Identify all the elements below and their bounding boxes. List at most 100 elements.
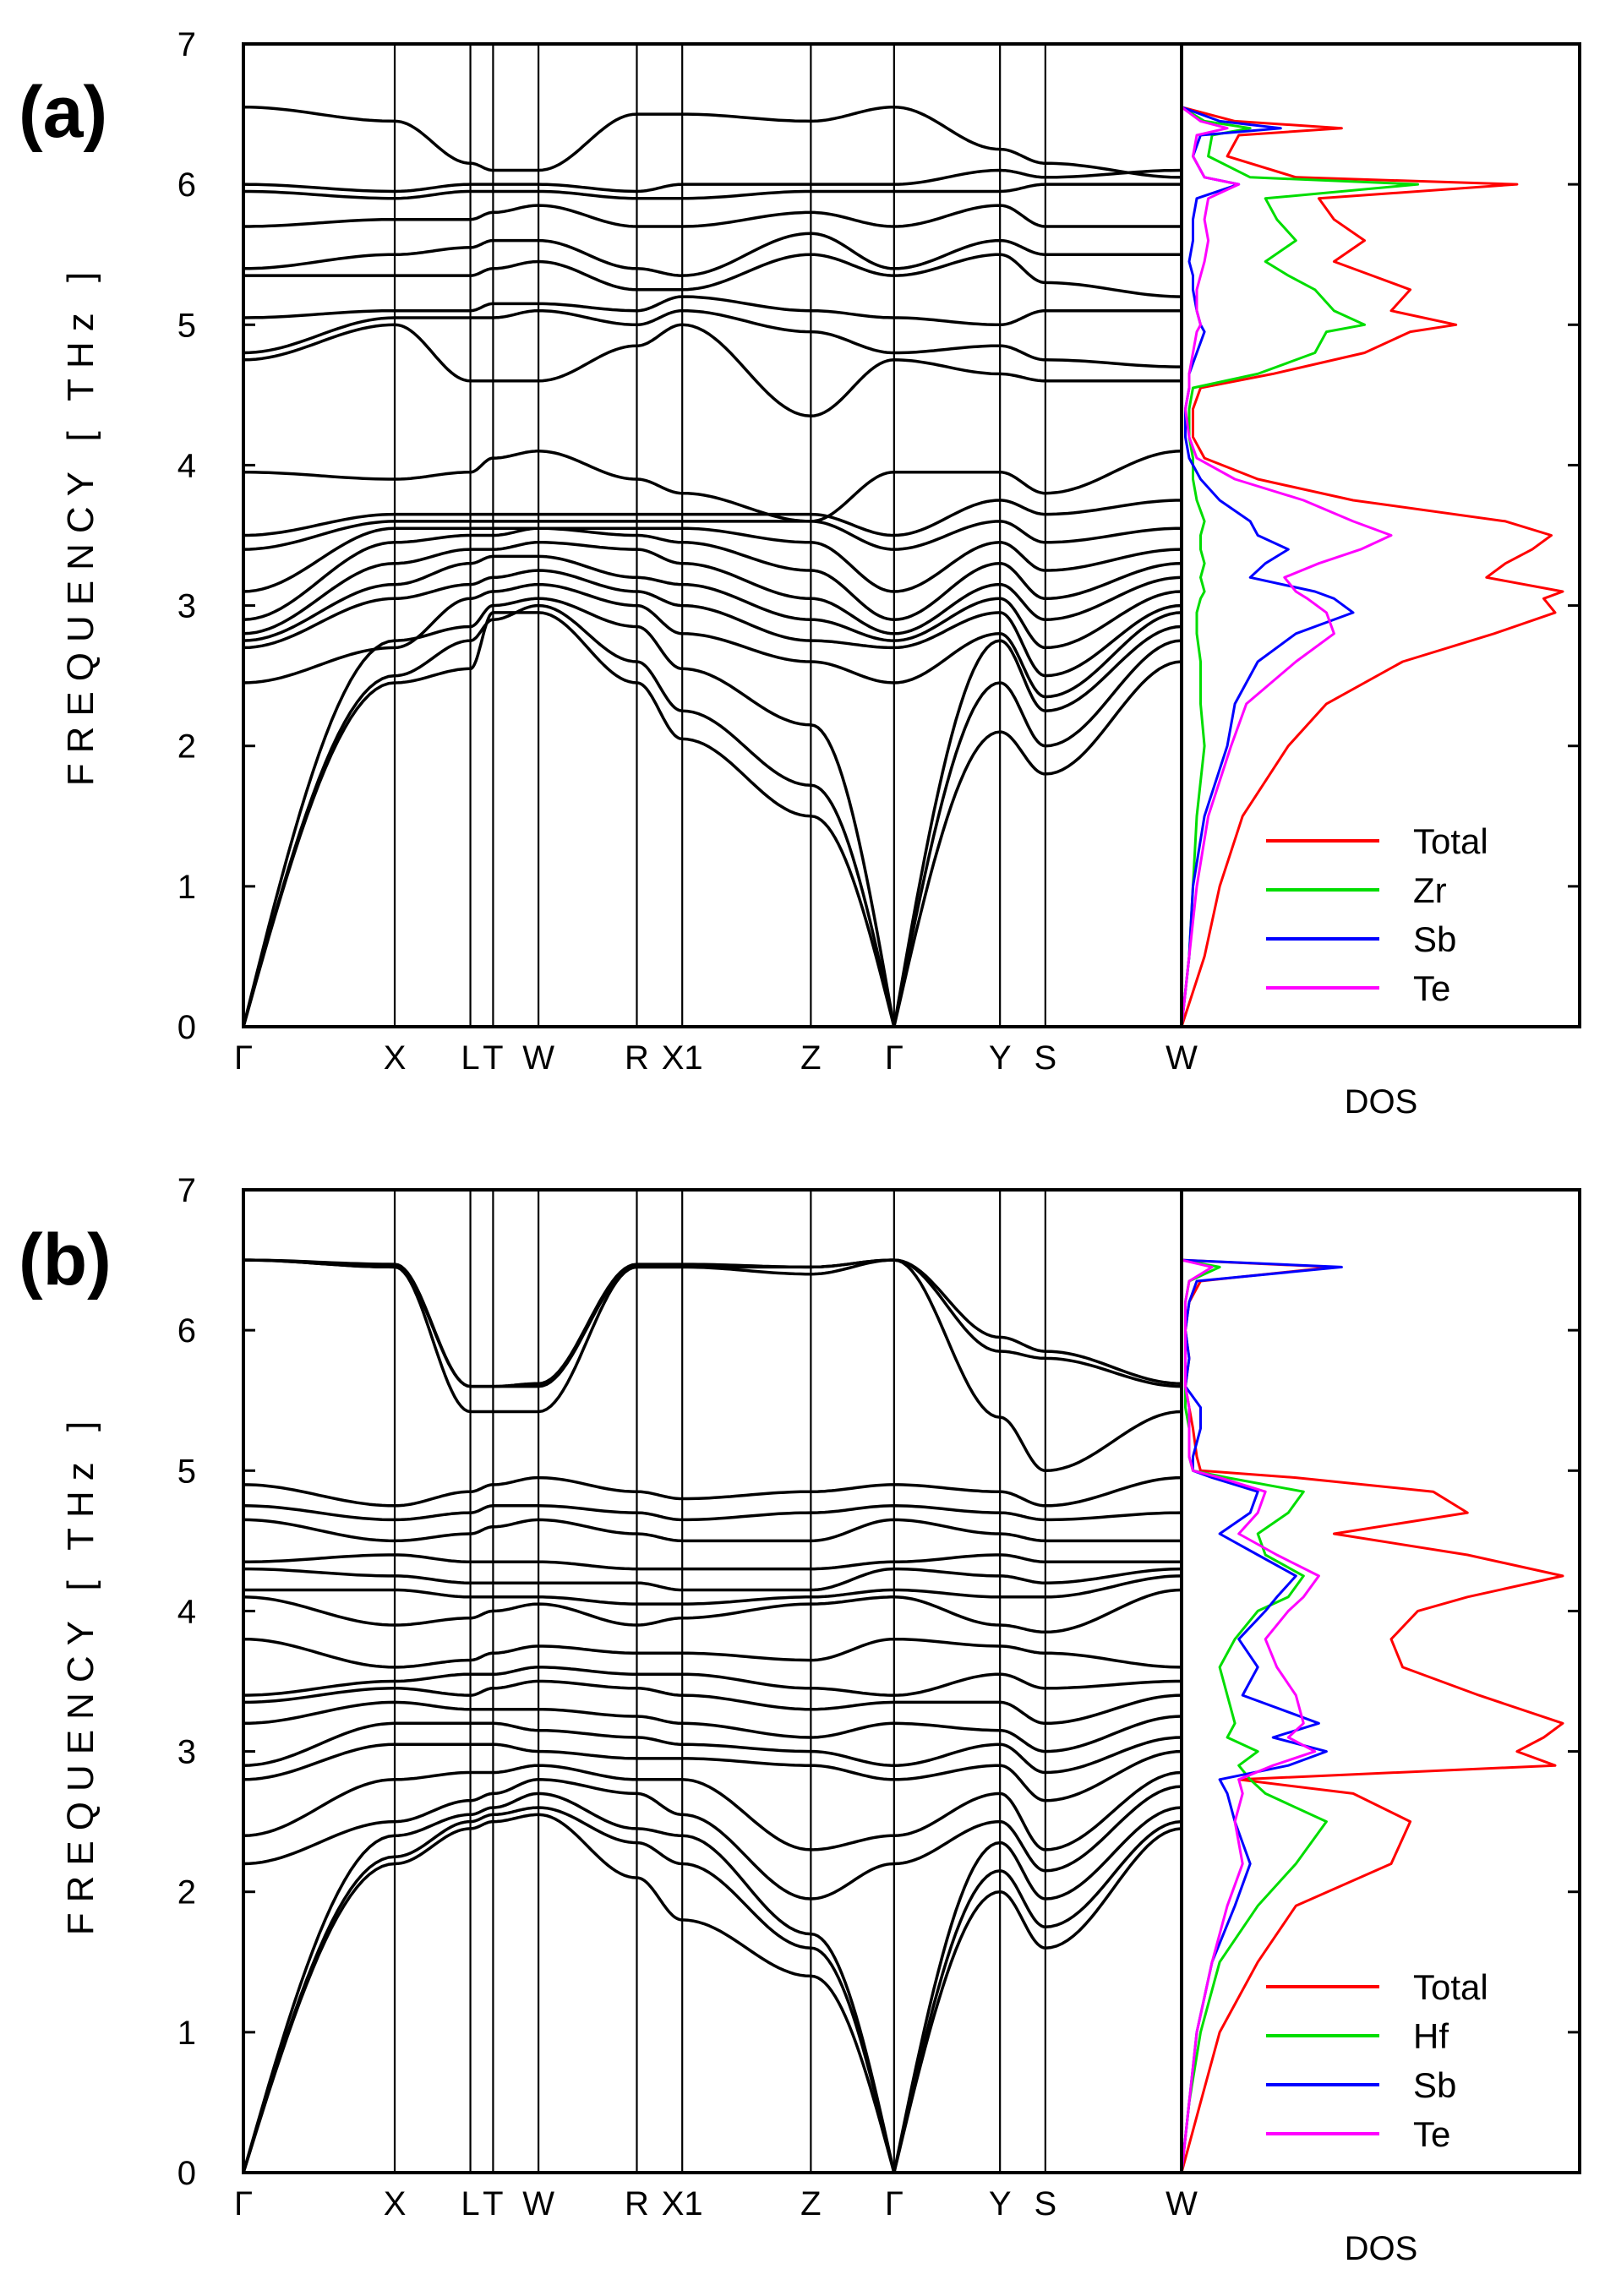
kpath-label: T [483,1039,503,1077]
kpath-label: S [1035,2185,1057,2222]
kpath-label: T [483,2185,503,2222]
dos-curve-total [1180,106,1564,1028]
phonon-band [243,554,1182,650]
kpath-label: L [461,1039,479,1077]
phonon-band [243,1567,1182,1592]
phonon-band [243,1700,1182,1753]
kpath-label: Y [989,1039,1012,1077]
phonon-band [243,1721,1182,1775]
ytick-label: 5 [177,1453,196,1490]
phonon-band [243,499,1182,537]
kpath-label: Γ [234,2185,253,2222]
phonon-band [243,1588,1182,1634]
legend-label: Zr [1413,870,1447,910]
legend-label: Sb [1413,919,1456,959]
kpath-label: Γ [885,2185,903,2222]
phonon-band [242,1813,1182,2174]
kpath-label: X [384,2185,407,2222]
ytick-label: 7 [177,26,196,63]
panel-a-phonon-bands [242,106,1182,1028]
panel-a-dos-curves [1180,106,1564,1028]
phonon-band [243,1258,1182,1388]
phonon-band [243,308,1182,368]
panel-b-phonon-bands [242,1258,1182,2174]
ytick-label: 3 [177,1734,196,1771]
kpath-label: W [1166,1039,1198,1077]
phonon-band [243,582,1182,699]
panel-a-kpath-labels: Γ X L T W R X1 Z Γ Y S W [234,1039,1198,1077]
phonon-band [243,323,1182,418]
panel-b-dos-label: DOS [1345,2230,1418,2267]
ytick-label: 6 [177,166,196,204]
ytick-label: 4 [177,1593,196,1630]
phonon-band [243,1742,1182,1802]
kpath-label: R [625,1039,649,1077]
kpath-label: S [1035,1039,1057,1077]
phonon-band [242,1792,1182,2174]
panel-a-legend: Total Zr Sb Te [1266,821,1488,1008]
kpath-label: W [522,2185,554,2222]
legend-label: Total [1413,1967,1488,2007]
phonon-band [243,1666,1182,1697]
phonon-band [243,1574,1182,1606]
dos-curve-zr [1180,106,1420,1028]
ytick-label: 1 [177,2015,196,2052]
phonon-band [243,1778,1182,1901]
ytick-label: 1 [177,869,196,906]
panel-b-frame [242,1188,1581,2174]
legend-label: Sb [1413,2065,1456,2105]
phonon-band [243,183,1182,200]
ytick-label: 4 [177,447,196,484]
panel-b-legend: Total Hf Sb Te [1266,1967,1488,2154]
kpath-label: Z [800,1039,821,1077]
phonon-band [243,1637,1182,1669]
dos-curve-te [1180,106,1393,1028]
dos-curve-te [1180,1258,1320,2173]
phonon-band [242,611,1182,1028]
phonon-band [243,168,1182,194]
panel-b-ylabel: FREQUENCY [ THz ] [60,1411,101,1935]
phonon-band [243,520,1182,551]
phonon-band [243,541,1182,635]
ytick-label: 6 [177,1312,196,1350]
phonon-band [243,450,1182,523]
phonon-band [243,526,1182,621]
kpath-label: W [522,1039,554,1077]
phonon-band [243,204,1182,228]
kpath-label: X1 [662,2185,703,2222]
legend-label: Total [1413,821,1488,861]
phonon-band [243,106,1182,179]
legend-label: Te [1413,2114,1450,2154]
panel-b-label: (b) [19,1219,112,1301]
kpath-label: Y [989,2185,1012,2222]
kpath-label: R [625,2185,649,2222]
phonon-band [243,1504,1182,1522]
phonon-band [243,526,1182,593]
kpath-label: W [1166,2185,1198,2222]
phonon-band [243,295,1182,327]
ytick-label: 5 [177,307,196,344]
phonon-band [243,232,1182,277]
kpath-label: Γ [885,1039,903,1077]
ytick-label: 0 [177,2155,196,2192]
phonon-band [243,569,1182,678]
phonon-band [242,603,1182,1028]
phonon-band [243,1679,1182,1726]
phonon-band [243,1553,1182,1571]
phonon-band [243,1764,1182,1852]
phonon-band [243,1475,1182,1508]
panel-b-dos-curves [1180,1258,1564,2173]
panel-a-label: (a) [19,72,107,153]
phonon-band [243,1258,1182,1414]
phonon-band [243,1518,1182,1543]
panel-a-ylabel: FREQUENCY [ THz ] [60,262,101,786]
panel-a-kpath-lines [393,44,1046,1027]
phonon-band [242,1806,1182,2174]
panel-a-frame [242,42,1581,1028]
kpath-label: L [461,2185,479,2222]
kpath-label: Γ [234,1039,253,1077]
kpath-label: X [384,1039,407,1077]
